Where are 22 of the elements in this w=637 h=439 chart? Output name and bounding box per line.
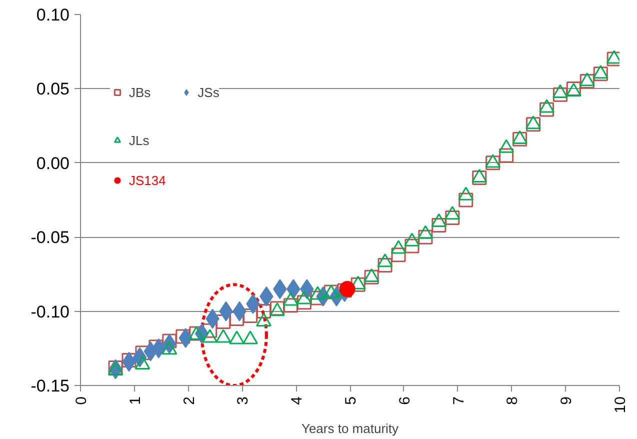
y-tick-label: 0.05 (36, 80, 70, 99)
x-tick-label: 3 (234, 396, 252, 405)
legend-label: JLs (129, 132, 150, 148)
x-tick-label: 0 (73, 396, 90, 405)
y-tick-label: -0.15 (30, 376, 70, 396)
x-tick-label: 9 (558, 396, 576, 405)
x-tick-label: 1 (126, 396, 144, 405)
x-tick-label: 4 (288, 396, 306, 405)
x-tick-label: 8 (504, 396, 522, 405)
x-axis-title: Years to maturity (301, 421, 400, 436)
y-tick-label: -0.10 (30, 302, 70, 322)
legend-label: JBs (129, 84, 151, 100)
x-tick-label: 7 (450, 396, 468, 405)
legend-label: JSs (198, 84, 220, 100)
legend-label: JS134 (129, 172, 166, 188)
x-tick-label: 10 (612, 396, 629, 414)
x-tick-label: 2 (180, 396, 198, 405)
y-tick-label: -0.05 (30, 228, 70, 248)
y-tick-label: 0.00 (36, 154, 70, 173)
x-tick-label: 6 (396, 396, 414, 405)
x-tick-label: 5 (342, 396, 360, 405)
y-tick-label: 0.10 (36, 6, 70, 24)
